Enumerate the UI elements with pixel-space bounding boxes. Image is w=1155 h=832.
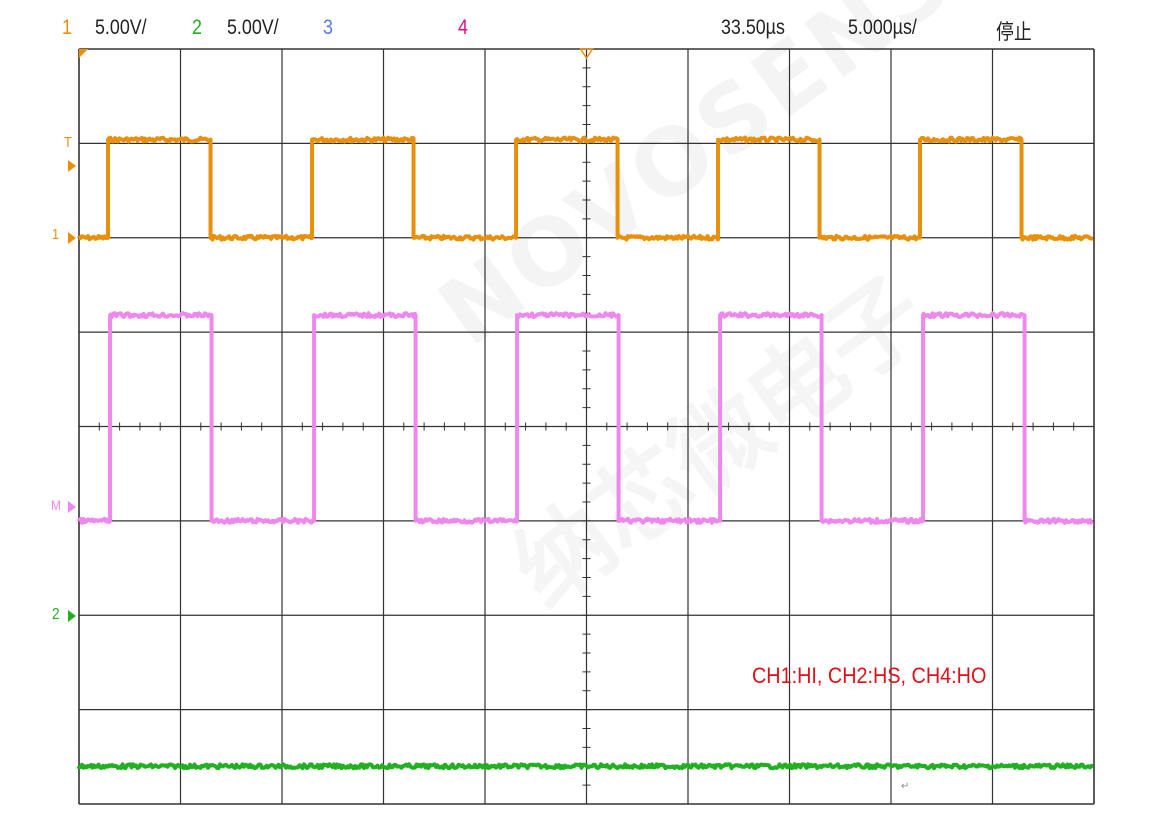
ch1-scale: 5.00V/	[95, 16, 147, 39]
ch1-ground-icon	[68, 232, 76, 244]
trigger-time: 33.50µs	[721, 16, 785, 39]
trigger-level-icon	[68, 160, 76, 172]
trigger-position-icon	[579, 48, 594, 60]
trace-ch4	[77, 311, 1094, 525]
return-mark: ↵	[901, 781, 910, 792]
ch1-ground-marker: 1	[52, 226, 60, 243]
trace-ch2	[77, 762, 1094, 771]
ch2-label: 2	[192, 16, 202, 39]
ch1-label: 1	[62, 16, 72, 39]
channel-annotation: CH1:HI, CH2:HS, CH4:HO	[752, 663, 987, 688]
position-marker-icon	[79, 49, 88, 58]
run-status: 停止	[996, 21, 1032, 44]
math-ground-marker: M	[51, 497, 61, 513]
ch2-ground-icon	[68, 610, 76, 622]
ch2-ground-marker: 2	[52, 606, 60, 623]
trigger-marker: T	[64, 134, 72, 151]
ch3-label: 3	[323, 16, 333, 39]
math-ground-icon	[68, 501, 76, 513]
timebase: 5.000µs/	[848, 16, 917, 39]
trace-ch1	[77, 135, 1094, 242]
ch4-label: 4	[458, 16, 468, 39]
ch2-scale: 5.00V/	[227, 16, 279, 39]
